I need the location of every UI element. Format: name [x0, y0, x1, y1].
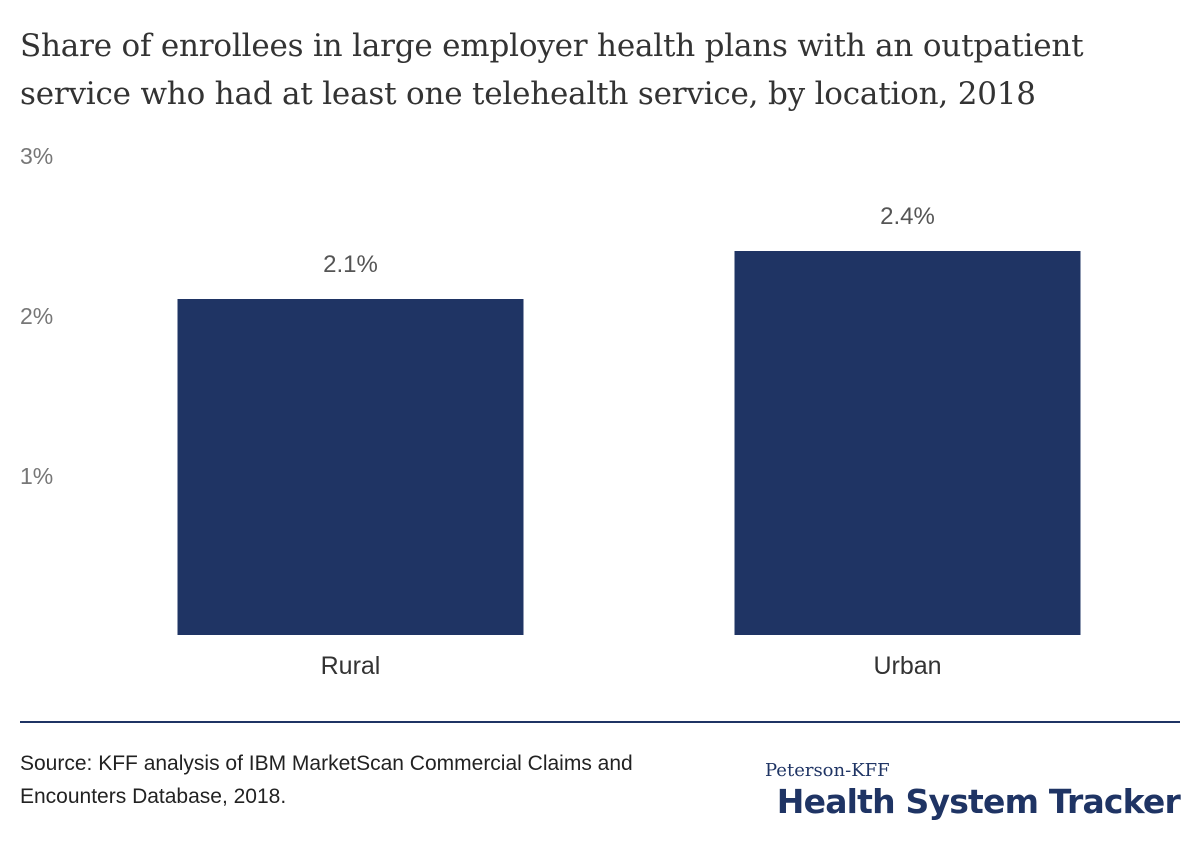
source-line-1: Source: KFF analysis of IBM MarketScan C…	[20, 752, 633, 775]
logo-peterson-kff-text: Peterson-KFF	[765, 760, 890, 781]
y-tick-label: 2%	[20, 303, 53, 329]
bar-urban	[734, 251, 1081, 635]
logo-health-system-tracker-text: Health System Tracker	[776, 782, 1181, 821]
y-tick-label: 3%	[20, 143, 53, 169]
x-tick-label: Rural	[321, 652, 381, 680]
bar-rural	[177, 299, 524, 635]
bar-chart: 1% 2% 3% 2.1% Rural 2.4% Urban	[20, 143, 1081, 680]
y-tick-label: 1%	[20, 463, 53, 489]
x-tick-label: Urban	[873, 652, 941, 680]
data-label: 2.1%	[323, 251, 378, 278]
chart-title: Share of enrollees in large employer hea…	[20, 28, 1084, 112]
source-line-2: Encounters Database, 2018.	[20, 785, 287, 808]
data-label: 2.4%	[880, 203, 935, 230]
footer-divider	[20, 721, 1180, 723]
source-note: Source: KFF analysis of IBM MarketScan C…	[20, 747, 720, 813]
